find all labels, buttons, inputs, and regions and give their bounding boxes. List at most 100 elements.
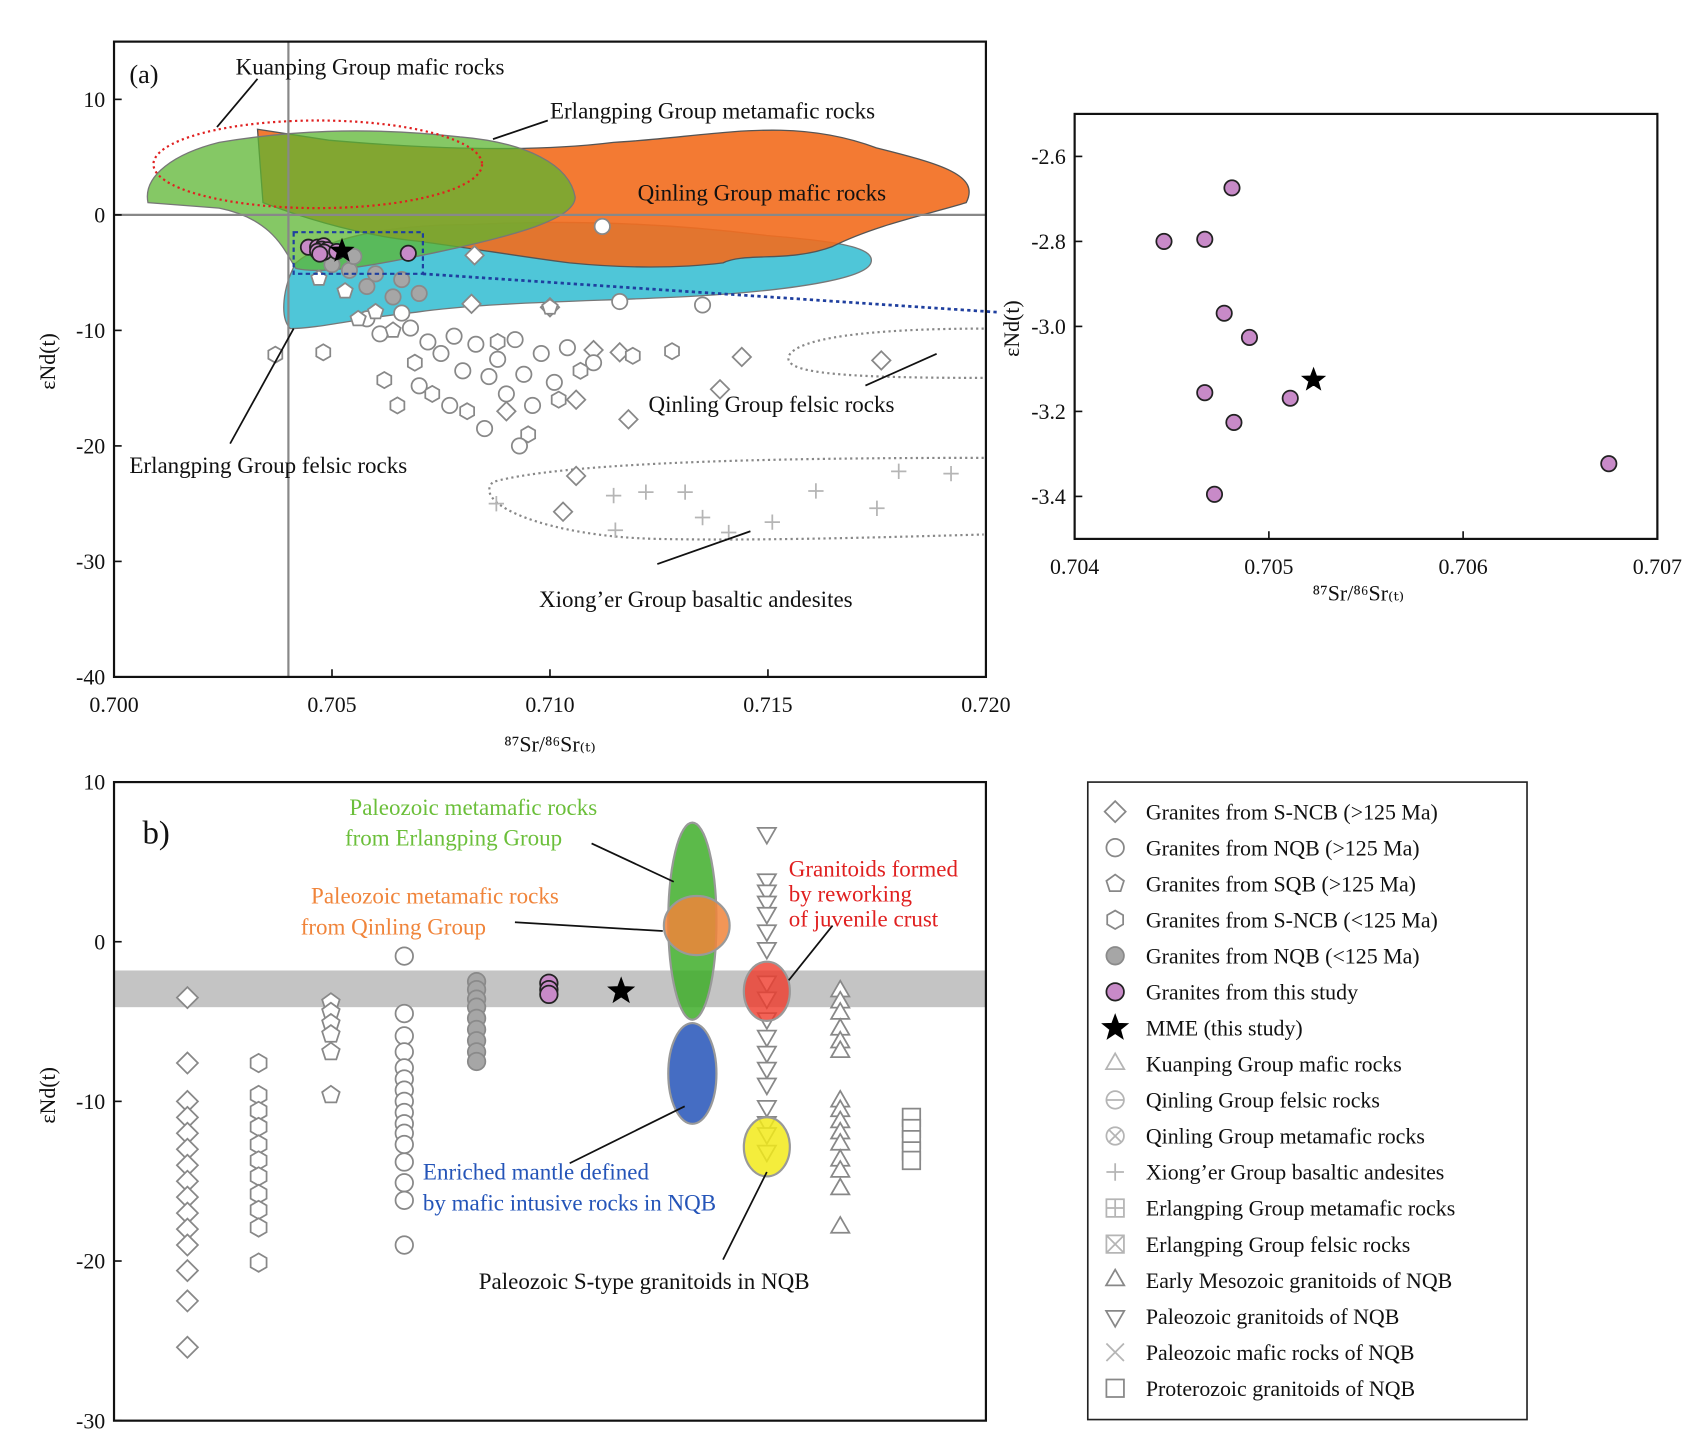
marker xyxy=(510,437,528,455)
marker xyxy=(552,501,574,523)
marker xyxy=(709,378,731,400)
panel-label: (a) xyxy=(129,60,158,89)
marker xyxy=(394,946,414,966)
marker xyxy=(1300,366,1327,391)
marker xyxy=(393,271,411,289)
annotation-line: Enriched mantle defined xyxy=(423,1160,650,1185)
marker xyxy=(1105,1378,1125,1398)
y-tick-label: -10 xyxy=(76,1089,105,1114)
marker xyxy=(394,1190,414,1210)
y-tick-label: -3.4 xyxy=(1031,484,1066,509)
marker xyxy=(497,385,515,403)
marker xyxy=(1205,485,1224,503)
marker xyxy=(756,1029,778,1049)
marker xyxy=(565,465,587,487)
marker xyxy=(565,389,587,411)
marker xyxy=(618,408,639,430)
marker xyxy=(756,1045,778,1065)
panel-label: b) xyxy=(143,815,170,851)
x-axis-label: ⁸⁷Sr/⁸⁶Sr₍ₜ₎ xyxy=(504,731,596,756)
qinling-felsic-field xyxy=(787,327,984,379)
marker xyxy=(389,396,406,415)
y-axis-label: εNd(t) xyxy=(35,1067,60,1124)
y-tick-label: -30 xyxy=(76,549,105,574)
marker xyxy=(1103,799,1127,824)
marker xyxy=(1105,1126,1125,1146)
plot-frame xyxy=(112,40,988,679)
x-tick-label: 0.715 xyxy=(743,692,792,717)
marker xyxy=(829,1215,851,1234)
y-axis-label: εNd(t) xyxy=(35,333,60,390)
marker xyxy=(1106,1163,1124,1181)
marker xyxy=(829,1159,851,1178)
legend-label: Granites from NQB (<125 Ma) xyxy=(1146,943,1420,968)
leader-line xyxy=(216,78,259,128)
marker xyxy=(393,304,411,322)
marker xyxy=(249,1217,268,1238)
legend-label: Granites from NQB (>125 Ma) xyxy=(1146,835,1420,860)
x-tick-label: 0.700 xyxy=(89,692,138,717)
marker xyxy=(756,873,778,892)
enriched-mantle-field xyxy=(667,1021,718,1125)
marker xyxy=(1105,1342,1125,1362)
legend-label: Granites from S-NCB (>125 Ma) xyxy=(1146,799,1438,824)
marker xyxy=(376,371,393,390)
marker xyxy=(694,296,712,314)
marker xyxy=(545,373,563,391)
marker xyxy=(829,1039,851,1059)
marker xyxy=(175,985,200,1010)
marker xyxy=(756,924,778,943)
marker xyxy=(329,237,355,262)
marker xyxy=(829,1176,851,1196)
marker xyxy=(1101,1013,1130,1040)
marker xyxy=(1105,1234,1125,1254)
marks xyxy=(175,827,922,1359)
legend-label: Proterozoic granitoids of NQB xyxy=(1146,1376,1415,1401)
legend-label: Xiong’er Group basaltic andesites xyxy=(1146,1160,1444,1185)
annotation: Xiong’er Group basaltic andesites xyxy=(539,587,853,612)
marker xyxy=(1106,909,1125,930)
marker xyxy=(756,1100,778,1119)
annotation: Kuanping Group mafic rocks xyxy=(236,54,505,79)
annotation-line: by mafic intusive rocks in NQB xyxy=(423,1190,716,1215)
legend-label: Granites from S-NCB (<125 Ma) xyxy=(1146,907,1438,932)
marker xyxy=(249,1116,268,1138)
marker xyxy=(1155,232,1173,250)
field-ellipses xyxy=(662,821,791,1178)
marker xyxy=(459,402,475,421)
marker xyxy=(611,292,629,311)
marker xyxy=(394,1026,414,1046)
axes: -40 -30 -20 -10 0 10 0.700 0.705 0.710 0.715 0.720 xyxy=(76,87,1011,717)
marker xyxy=(1105,838,1125,858)
marker xyxy=(1105,1090,1125,1110)
x-tick-label: 0.705 xyxy=(1244,554,1293,579)
marker xyxy=(476,420,494,438)
leader-line xyxy=(865,352,937,387)
x-tick-label: 0.707 xyxy=(1633,554,1682,579)
y-tick-label: -40 xyxy=(76,665,105,690)
marker xyxy=(550,390,567,409)
y-tick-label: -20 xyxy=(76,1249,105,1274)
annotation: Paleozoic metamafic rocks from Erlangpin… xyxy=(345,795,597,851)
legend-label: Granites from SQB (>125 Ma) xyxy=(1146,871,1416,896)
marker xyxy=(541,298,559,315)
y-tick-label: 10 xyxy=(83,770,105,795)
marker xyxy=(321,1084,341,1104)
y-tick-label: 0 xyxy=(94,929,105,954)
marker xyxy=(870,349,892,371)
marker xyxy=(756,895,778,915)
marker xyxy=(609,341,631,363)
marker xyxy=(764,514,780,530)
marker xyxy=(399,244,417,262)
marker xyxy=(175,1051,200,1075)
marker xyxy=(515,365,533,383)
marker xyxy=(1196,230,1214,248)
marks xyxy=(1155,179,1618,503)
marker xyxy=(410,284,428,302)
annotation-line: of juvenile crust xyxy=(789,907,939,932)
marker xyxy=(358,277,376,296)
x-tick-label: 0.706 xyxy=(1438,554,1487,579)
annotation-line: by reworking xyxy=(789,881,913,906)
marker xyxy=(756,884,778,903)
marker xyxy=(249,1166,268,1187)
